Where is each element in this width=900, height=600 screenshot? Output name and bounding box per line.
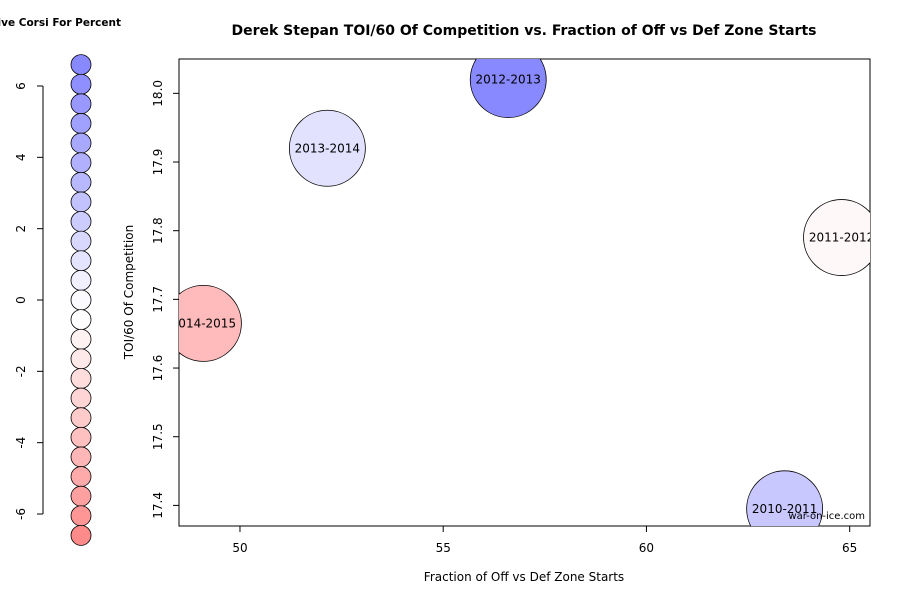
legend-swatch xyxy=(70,485,92,507)
legend-swatch xyxy=(70,328,92,350)
bubble-label: 2013-2014 xyxy=(295,141,360,155)
bubbles: 2010-2011 2011-2012 2012-2013 2013-2014 2014… xyxy=(171,59,874,526)
bubble-label: 2011-2012 xyxy=(809,231,874,245)
x-tick-label: 60 xyxy=(639,541,654,555)
legend-swatch xyxy=(70,191,92,213)
legend-tick-label: 4 xyxy=(14,154,28,162)
bubble xyxy=(746,470,824,526)
x-axis-label: Fraction of Off vs Def Zone Starts xyxy=(424,570,624,584)
legend-swatch xyxy=(70,407,92,429)
x-tick-label: 65 xyxy=(842,541,857,555)
y-tick-label: 17.5 xyxy=(151,423,165,450)
legend-tick-label: 6 xyxy=(14,82,28,90)
legend-tick-label: -4 xyxy=(14,437,28,449)
y-axis: 17.4 17.5 17.6 17.7 17.8 17.9 18.0 xyxy=(151,80,180,519)
bubble-label: 2012-2013 xyxy=(476,73,541,87)
legend-tick-label: 2 xyxy=(14,225,28,233)
legend-swatch xyxy=(70,73,92,95)
legend-tick-label: -2 xyxy=(14,365,28,377)
bubble-label: 2010-2011 xyxy=(752,502,817,516)
legend-swatch xyxy=(70,368,92,389)
legend-swatch xyxy=(70,250,92,272)
y-tick-label: 17.4 xyxy=(151,492,165,519)
legend-axis: 6 4 2 0 -2 -4 -6 xyxy=(14,82,44,520)
legend-swatch xyxy=(70,230,92,252)
y-axis-label: TOI/60 Of Competition xyxy=(122,225,136,360)
legend-title: Relative Corsi For Percent xyxy=(0,17,121,29)
y-tick-label: 17.8 xyxy=(151,217,165,244)
legend-swatch xyxy=(70,387,92,409)
bubble-label: 2014-2015 xyxy=(171,316,236,330)
legend-tick-label: 0 xyxy=(14,296,28,304)
legend-swatch xyxy=(70,93,92,115)
credit-text: war-on-ice.com xyxy=(788,511,865,522)
bubble xyxy=(469,59,547,118)
x-tick-label: 55 xyxy=(436,541,451,555)
x-axis: 50 55 60 65 xyxy=(232,525,857,555)
y-tick-label: 17.7 xyxy=(151,286,165,313)
chart-title: Derek Stepan TOI/60 Of Competition vs. F… xyxy=(231,23,816,39)
y-tick-label: 17.6 xyxy=(151,355,165,382)
legend-swatch xyxy=(70,113,92,134)
x-tick-label: 50 xyxy=(232,541,247,555)
y-tick-label: 18.0 xyxy=(151,80,165,107)
legend-swatch xyxy=(70,446,92,468)
legend-swatch xyxy=(70,426,92,448)
legend-swatch xyxy=(70,505,92,527)
bubble xyxy=(803,199,870,276)
bubble xyxy=(179,285,242,362)
legend-swatch xyxy=(70,132,92,154)
legend-swatch xyxy=(70,269,92,291)
legend-tick-label: -6 xyxy=(14,508,28,520)
legend-swatch xyxy=(70,171,92,193)
y-tick-label: 17.9 xyxy=(151,149,165,176)
legend-swatch xyxy=(70,348,92,370)
bubble xyxy=(288,109,366,187)
legend-swatch xyxy=(70,289,92,311)
legend-swatch xyxy=(70,54,92,75)
legend-swatch xyxy=(70,466,92,487)
plot-frame xyxy=(178,58,871,527)
legend-swatch xyxy=(70,309,92,331)
legend-swatch xyxy=(70,152,92,174)
legend-swatch xyxy=(70,525,92,546)
legend-swatches xyxy=(70,54,92,546)
legend-swatch xyxy=(70,211,92,232)
